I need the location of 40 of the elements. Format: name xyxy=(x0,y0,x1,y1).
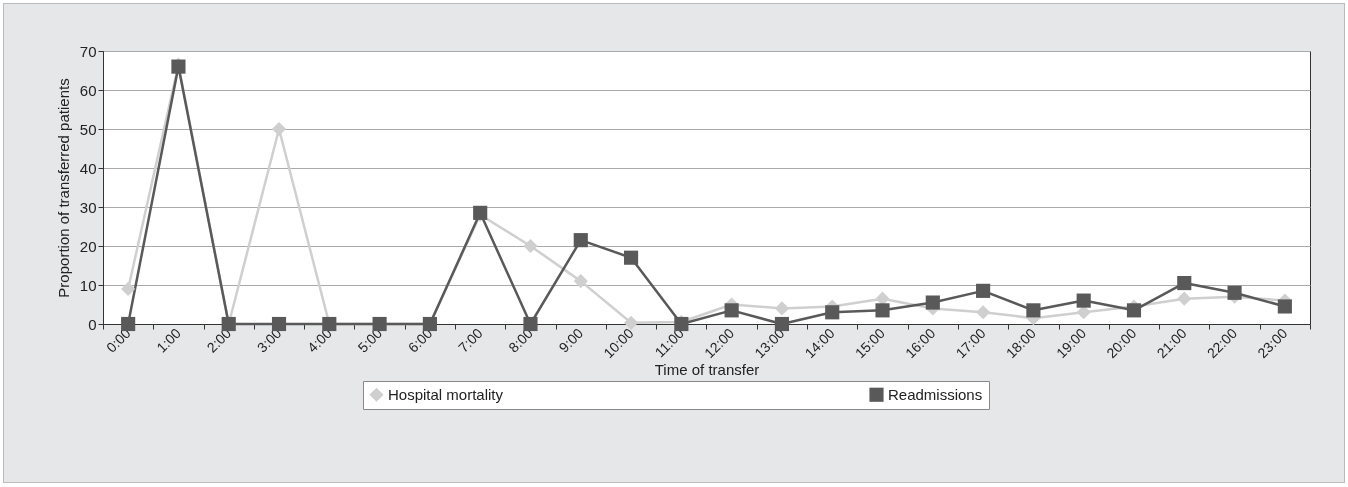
x-tick-label: 9:00 xyxy=(555,324,587,356)
point xyxy=(271,316,287,332)
point xyxy=(573,274,588,289)
point xyxy=(875,303,890,318)
y-tick-label: 30 xyxy=(79,198,97,216)
point xyxy=(774,301,790,316)
point xyxy=(573,233,588,248)
point xyxy=(925,295,940,310)
legend-label: Hospital mortality xyxy=(388,385,504,403)
point xyxy=(523,316,538,332)
y-tick-label: 50 xyxy=(79,120,97,138)
y-tick-label: 70 xyxy=(79,42,97,60)
point xyxy=(1177,275,1192,291)
point xyxy=(1076,305,1091,320)
point xyxy=(724,303,739,318)
x-tick-label: 7:00 xyxy=(455,324,486,356)
point xyxy=(1126,303,1142,318)
point xyxy=(774,316,790,332)
point xyxy=(121,281,136,296)
point xyxy=(976,283,991,298)
point xyxy=(1277,299,1292,314)
point xyxy=(1177,291,1192,306)
y-tick-label: 20 xyxy=(79,237,97,255)
x-axis-title: Time of transfer xyxy=(654,361,760,379)
point xyxy=(271,121,287,137)
point xyxy=(825,305,840,320)
point xyxy=(1227,285,1242,300)
point xyxy=(1076,293,1091,308)
y-tick-label: 40 xyxy=(79,159,97,177)
y-axis-title: Proportion of transferred patients xyxy=(54,78,72,298)
point xyxy=(623,250,639,265)
point xyxy=(1026,303,1041,318)
legend-label: Readmissions xyxy=(888,385,983,403)
y-tick-label: 0 xyxy=(88,315,97,333)
point xyxy=(623,315,639,330)
point xyxy=(121,316,136,332)
y-tick-label: 10 xyxy=(79,276,97,294)
y-tick-label: 60 xyxy=(79,81,97,99)
point xyxy=(976,305,991,320)
point xyxy=(523,238,538,254)
